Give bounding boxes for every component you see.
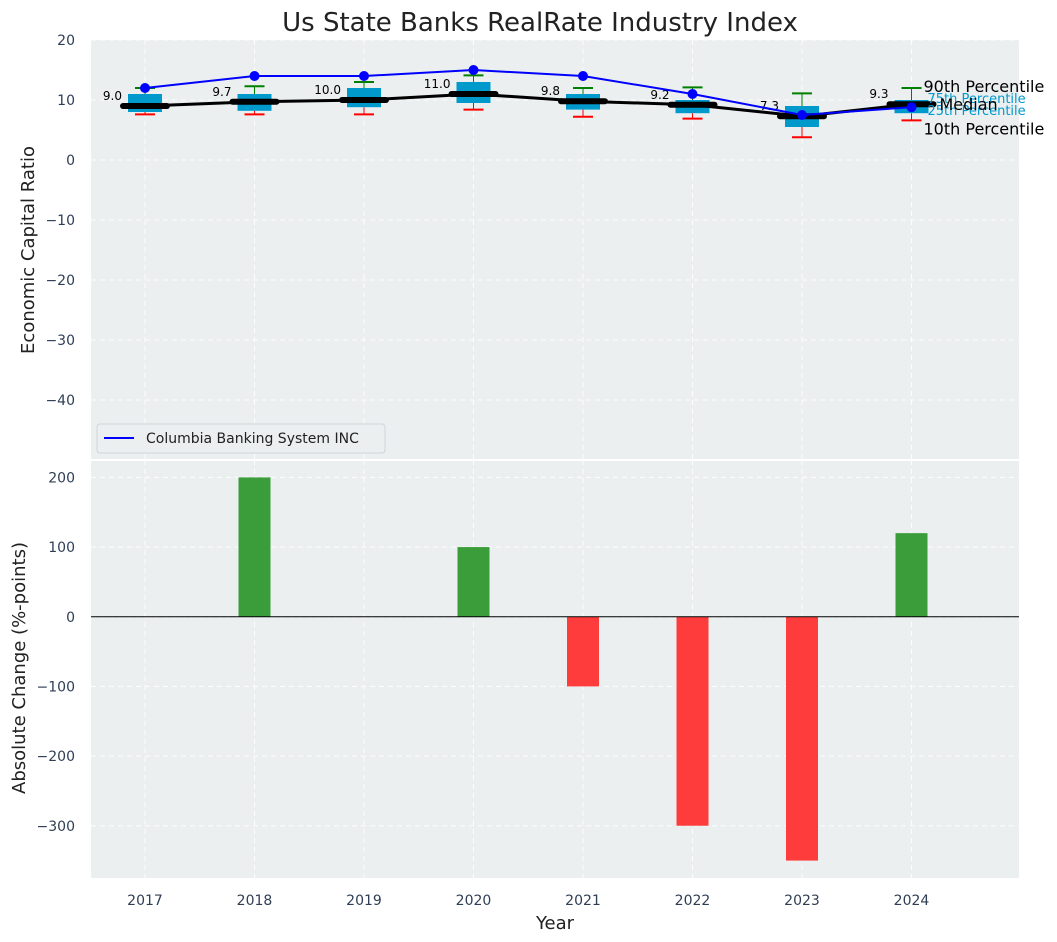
bottom-y-tick-label: 200 (48, 470, 75, 486)
x-tick-label: 2017 (127, 893, 163, 909)
company-marker (140, 83, 150, 93)
top-y-axis-label: Economic Capital Ratio (18, 146, 39, 354)
top-y-tick-label: −10 (45, 213, 75, 229)
bottom-plot-background (91, 460, 1019, 878)
chart-title: Us State Banks RealRate Industry Index (282, 8, 798, 38)
bottom-y-tick-label: −100 (37, 679, 75, 695)
median-value-label: 9.8 (541, 84, 560, 98)
median-value-label: 7.3 (760, 99, 779, 113)
median-line (144, 92, 912, 118)
top-y-tick-label: 0 (66, 153, 75, 169)
change-bar (676, 616, 709, 826)
bottom-y-tick-label: 0 (66, 610, 75, 626)
bottom-panel: 200 100 0 −100 −200 −300 (37, 459, 1019, 878)
median-value-label: 9.3 (869, 87, 888, 101)
legend-frame (96, 423, 386, 454)
x-tick-label: 2020 (456, 893, 492, 909)
x-tick-label: 2023 (784, 893, 820, 909)
company-marker (359, 71, 369, 81)
x-tick-labels: 2017 2018 2019 2020 2021 2022 2023 2024 (127, 893, 929, 909)
x-tick-label: 2019 (346, 893, 382, 909)
legend-company-label: Columbia Banking System INC (146, 431, 359, 447)
bottom-y-tick-label: 100 (48, 540, 75, 556)
company-marker (578, 71, 588, 81)
bottom-y-tick-label: −300 (37, 819, 75, 835)
company-marker (687, 89, 698, 99)
company-marker (249, 71, 260, 81)
top-panel: 20 10 0 −10 −20 −30 −40 9.0 9.7 10.0 11.0 9.8 9.2 7.3… (45, 33, 1044, 460)
company-line (144, 68, 912, 117)
median-value-label: 9.0 (103, 89, 122, 103)
bottom-y-tick-label: −200 (37, 749, 75, 765)
company-marker (468, 65, 479, 75)
top-y-tick-label: 20 (57, 33, 75, 49)
top-y-tick-label: 10 (57, 93, 75, 109)
change-bar (457, 547, 490, 617)
company-marker (797, 110, 807, 120)
annotation-p75: 75th Percentile (928, 92, 1026, 107)
change-bar (895, 533, 928, 617)
annotation-median: Median (940, 95, 998, 114)
x-tick-label: 2022 (675, 893, 711, 909)
change-bar (238, 477, 271, 617)
x-tick-label: 2021 (565, 893, 601, 909)
median-value-label: 10.0 (314, 83, 341, 97)
median-value-label: 9.2 (650, 88, 669, 102)
x-tick-label: 2018 (237, 893, 273, 909)
x-axis-label: Year (535, 913, 575, 934)
legend: Columbia Banking System INC (96, 423, 386, 454)
company-marker (906, 102, 917, 113)
annotation-p90: 90th Percentile (924, 77, 1045, 96)
x-tick-label: 2024 (894, 893, 930, 909)
change-bar (567, 616, 599, 687)
top-y-tick-label: −20 (45, 273, 75, 289)
top-y-tick-label: −40 (45, 393, 75, 409)
change-bar (786, 616, 818, 861)
median-value-label: 9.7 (212, 85, 231, 99)
annotation-p25: 25th Percentile (928, 104, 1026, 119)
top-y-tick-label: −30 (45, 333, 75, 349)
bottom-y-axis-label: Absolute Change (%-points) (9, 542, 30, 794)
annotation-p10: 10th Percentile (924, 119, 1045, 138)
median-value-label: 11.0 (424, 77, 451, 91)
